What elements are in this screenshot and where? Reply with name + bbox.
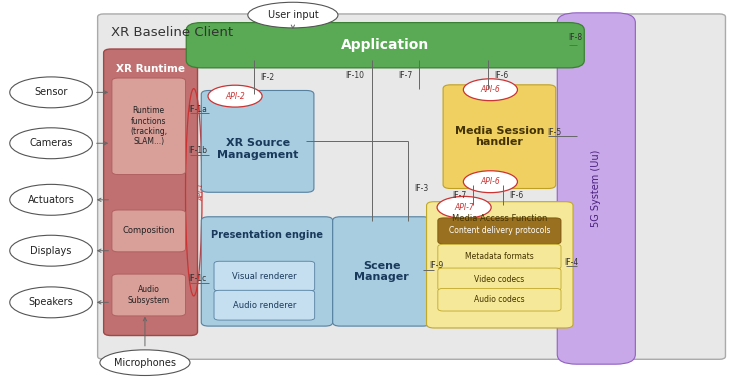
Text: IF-10: IF-10 [345,71,365,80]
FancyBboxPatch shape [214,290,315,320]
Ellipse shape [463,79,517,101]
Text: Audio
Subsystem: Audio Subsystem [128,285,170,305]
Ellipse shape [10,287,92,318]
FancyBboxPatch shape [201,90,314,192]
Text: IF-6: IF-6 [495,71,508,80]
Ellipse shape [10,128,92,159]
FancyBboxPatch shape [438,244,561,269]
FancyBboxPatch shape [104,49,198,336]
Text: XR Runtime: XR Runtime [116,64,185,74]
Text: Media Access Function: Media Access Function [452,214,547,223]
FancyBboxPatch shape [443,85,556,188]
FancyBboxPatch shape [438,218,561,244]
Text: Speakers: Speakers [29,297,74,307]
Text: User input: User input [267,10,318,20]
Text: Presentation engine: Presentation engine [211,230,323,240]
Text: Metadata formats: Metadata formats [465,252,534,261]
Text: IF-1b: IF-1b [188,146,207,155]
Ellipse shape [248,2,338,28]
Text: IF-8: IF-8 [569,33,582,42]
Text: IF-2: IF-2 [261,73,274,82]
FancyBboxPatch shape [112,274,185,316]
Text: IF-7: IF-7 [399,71,412,80]
Text: Audio renderer: Audio renderer [233,301,296,310]
Ellipse shape [10,235,92,266]
Text: Sensor: Sensor [35,87,68,97]
Text: Scene
Manager: Scene Manager [354,261,409,282]
Text: XR Source
Management: XR Source Management [217,138,298,160]
FancyBboxPatch shape [112,210,185,252]
FancyBboxPatch shape [438,288,561,311]
Ellipse shape [10,77,92,108]
Text: IF-4: IF-4 [565,258,578,267]
Text: IF-9: IF-9 [430,261,443,270]
Text: API-6: API-6 [481,177,500,186]
Text: Content delivery protocols: Content delivery protocols [448,227,550,235]
Text: Media Session
handler: Media Session handler [454,126,544,147]
Ellipse shape [100,350,190,375]
Text: IF-5: IF-5 [547,128,561,137]
Text: Displays: Displays [30,246,72,256]
Text: Application: Application [341,38,430,52]
Text: Audio codecs: Audio codecs [474,295,525,304]
Text: Microphones: Microphones [114,358,176,368]
Text: IF-3: IF-3 [415,184,428,193]
Ellipse shape [10,184,92,215]
Ellipse shape [208,85,262,107]
FancyBboxPatch shape [98,14,725,359]
Text: XR Baseline Client: XR Baseline Client [111,26,234,39]
Text: IF-6: IF-6 [510,191,523,200]
Text: API-2: API-2 [225,92,245,101]
Text: Video codecs: Video codecs [475,275,524,284]
FancyBboxPatch shape [557,13,635,364]
Text: Composition: Composition [122,227,175,235]
Text: IF-1a: IF-1a [188,105,207,114]
FancyBboxPatch shape [333,217,430,326]
FancyBboxPatch shape [201,217,333,326]
Text: Runtime
functions
(tracking,
SLAM...): Runtime functions (tracking, SLAM...) [130,106,167,146]
Text: API-1: API-1 [198,183,204,201]
Text: IF-7: IF-7 [453,191,466,200]
Ellipse shape [437,196,491,218]
Text: API-6: API-6 [481,85,500,94]
Text: API-7: API-7 [454,203,474,212]
Ellipse shape [463,171,517,193]
FancyBboxPatch shape [438,268,561,291]
Text: Cameras: Cameras [29,138,73,148]
FancyBboxPatch shape [112,78,185,175]
Text: Actuators: Actuators [28,195,74,205]
FancyBboxPatch shape [186,23,584,68]
Text: 5G System (Uu): 5G System (Uu) [591,150,602,227]
FancyBboxPatch shape [427,202,573,328]
Text: IF-1c: IF-1c [189,274,207,284]
FancyBboxPatch shape [214,261,315,291]
Text: Visual renderer: Visual renderer [232,272,297,280]
